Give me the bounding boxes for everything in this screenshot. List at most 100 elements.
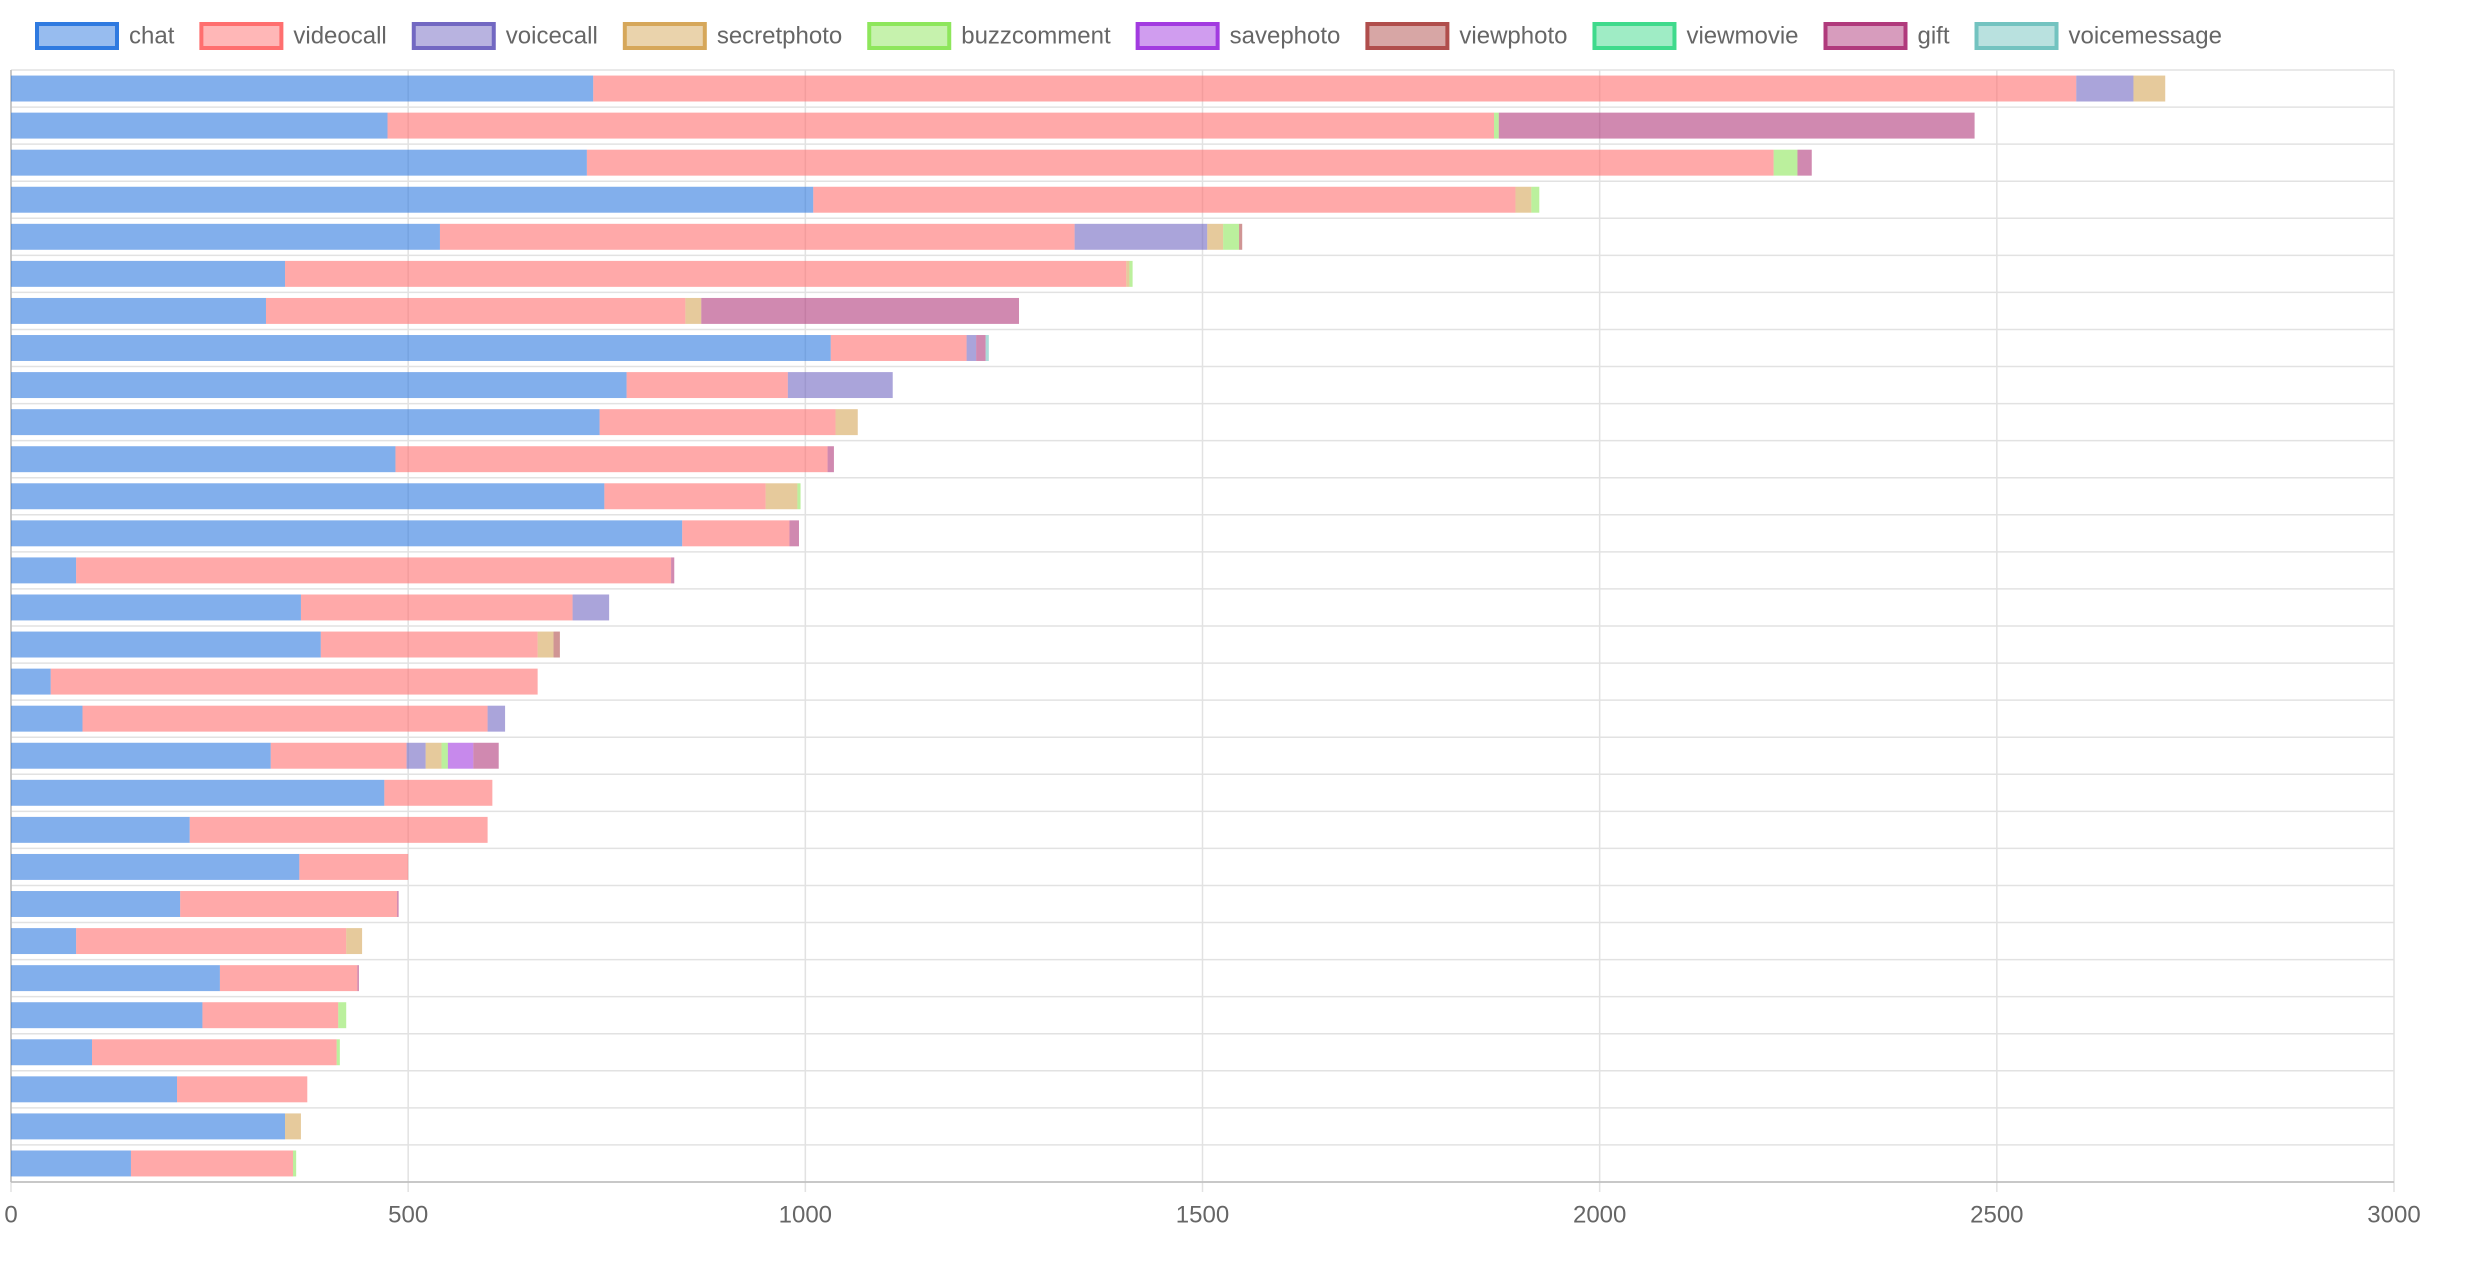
bar-segment	[1773, 149, 1798, 176]
bar-segment	[439, 223, 1075, 250]
bar-segment	[11, 372, 627, 399]
bar-segment	[338, 1002, 347, 1029]
legend-swatch	[1135, 22, 1220, 50]
bar-segment	[985, 335, 989, 361]
bar-segment	[1126, 260, 1130, 287]
bar-segment	[682, 520, 790, 547]
bar-segment	[765, 483, 798, 510]
bar-segment	[320, 631, 538, 658]
bar-segment	[189, 816, 488, 843]
bar-segment	[2133, 75, 2166, 102]
bar-segment	[270, 742, 407, 769]
bar-segment	[1797, 149, 1812, 176]
bar-segment	[11, 1076, 178, 1103]
bar-segment	[966, 335, 977, 361]
legend-label: chat	[129, 22, 175, 49]
bar-segment	[92, 1039, 337, 1066]
legend-swatch	[622, 22, 707, 50]
legend-label: gift	[1918, 22, 1950, 49]
bar-segment	[346, 928, 363, 955]
bar-segment	[395, 446, 828, 473]
x-tick-label: 2000	[1573, 1201, 1626, 1228]
bar-segment	[11, 594, 301, 621]
bar-segment	[300, 594, 573, 621]
bar-segment	[830, 335, 967, 361]
bar-segment	[1515, 186, 1532, 213]
bar-segment	[76, 928, 347, 955]
legend-swatch	[1974, 22, 2059, 50]
legend-label: voicemessage	[2069, 22, 2222, 49]
legend-swatch	[867, 22, 952, 50]
bar-segment	[11, 260, 286, 287]
bar-segment	[265, 297, 686, 324]
bar-segment	[292, 1150, 297, 1177]
bar-segment	[11, 483, 605, 510]
bar-segment	[11, 668, 51, 695]
bar-segment	[11, 705, 83, 732]
legend-swatch	[35, 22, 119, 50]
bar-segment	[76, 557, 672, 584]
bar-segment	[130, 1150, 293, 1177]
bar-segment	[11, 557, 77, 584]
bar-segment	[357, 965, 359, 992]
legend-label: secretphoto	[717, 22, 842, 49]
bar-segment	[1207, 223, 1224, 250]
bar-segment	[593, 75, 2077, 102]
bar-segment	[1129, 260, 1133, 287]
legend-label: viewphoto	[1459, 22, 1567, 49]
bar-segment	[813, 186, 1516, 213]
bar-segment	[11, 335, 831, 361]
bar-segment	[976, 335, 986, 361]
bar-segment	[586, 149, 1774, 176]
legend-swatch	[1823, 22, 1908, 50]
legend-label: buzzcomment	[961, 22, 1111, 49]
bar-segment	[11, 186, 814, 213]
x-tick-label: 1500	[1176, 1201, 1229, 1228]
bar-segment	[537, 631, 554, 658]
bar-segment	[447, 742, 474, 769]
bar-segment	[11, 965, 220, 992]
bar-segment	[835, 409, 858, 436]
bar-segment	[11, 853, 300, 880]
legend-label: videocall	[293, 22, 386, 49]
bar-segment	[11, 409, 600, 436]
bar-segment	[11, 75, 594, 102]
bar-segment	[11, 816, 190, 843]
bar-segment	[2076, 75, 2134, 102]
bar-segment	[1494, 112, 1499, 139]
bar-segment	[299, 853, 409, 880]
bar-segment	[11, 112, 388, 139]
bar-segment	[553, 631, 560, 658]
bar-segment	[11, 223, 440, 250]
x-tick-label: 3000	[2367, 1201, 2420, 1228]
bar-segment	[387, 112, 1495, 139]
bar-segment	[11, 446, 396, 473]
bar-segment	[1223, 223, 1240, 250]
bar-segment	[177, 1076, 308, 1103]
x-tick-label: 500	[388, 1201, 428, 1228]
bar-segment	[11, 779, 385, 806]
x-tick-label: 1000	[779, 1201, 832, 1228]
bar-segment	[827, 446, 834, 473]
bar-segment	[701, 297, 1020, 324]
bar-segment	[219, 965, 358, 992]
bar-segment	[11, 631, 321, 658]
bar-segment	[671, 557, 675, 584]
bar-segment	[180, 891, 398, 917]
bar-segment	[82, 705, 488, 732]
bar-segment	[11, 891, 181, 917]
legend-label: viewmovie	[1686, 22, 1798, 49]
bar-segment	[11, 520, 683, 547]
bar-segment	[11, 742, 271, 769]
bar-segment	[11, 149, 587, 176]
bar-segment	[384, 779, 493, 806]
bar-segment	[425, 742, 442, 769]
bar-segment	[685, 297, 702, 324]
x-tick-label: 0	[4, 1201, 17, 1228]
bar-segment	[1531, 186, 1540, 213]
legend-swatch	[199, 22, 284, 50]
bar-segment	[11, 297, 266, 324]
bar-segment	[11, 1113, 286, 1140]
bar-segment	[50, 668, 538, 695]
